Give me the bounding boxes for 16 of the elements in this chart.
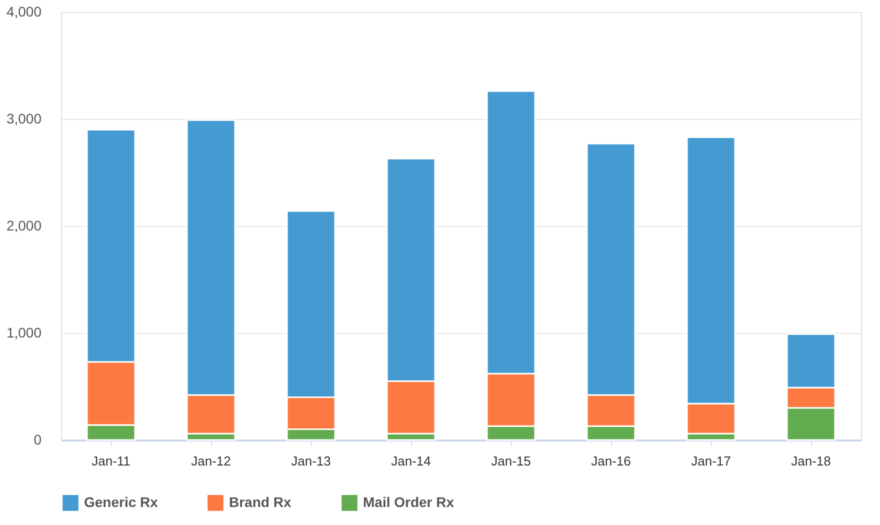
legend-label: Mail Order Rx (363, 494, 454, 510)
x-tick-label: Jan-11 (92, 454, 130, 468)
x-tick-label: Jan-13 (291, 454, 331, 468)
y-tick-label: 3,000 (6, 110, 42, 126)
x-tick-label: Jan-15 (491, 454, 531, 468)
legend-label: Brand Rx (229, 494, 292, 510)
y-tick-label: 2,000 (6, 218, 42, 234)
x-tick-label: Jan-12 (191, 454, 231, 468)
x-tick-label: Jan-14 (391, 454, 431, 468)
x-tick-label: Jan-18 (791, 454, 831, 468)
legend-label: Generic Rx (84, 494, 158, 510)
x-tick-label: Jan-16 (591, 454, 631, 468)
y-tick-label: 4,000 (6, 4, 42, 20)
y-tick-label: 0 (34, 432, 42, 448)
y-tick-label: 1,000 (6, 324, 42, 340)
x-tick-label: Jan-17 (691, 454, 731, 468)
